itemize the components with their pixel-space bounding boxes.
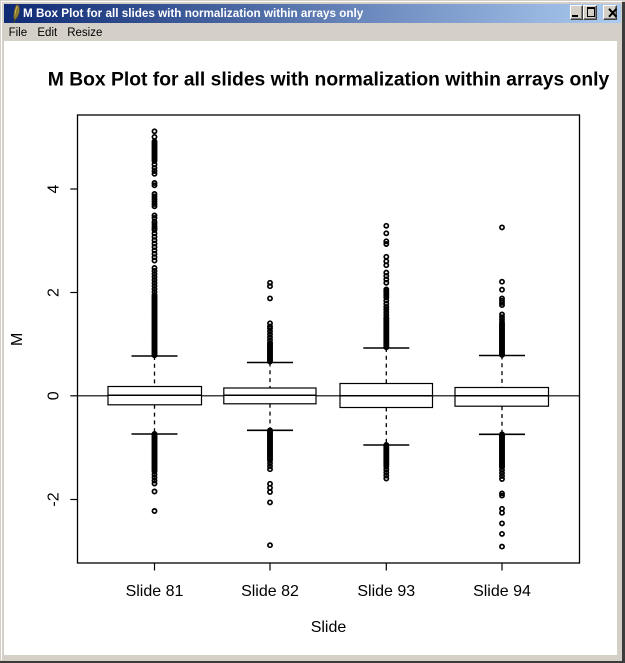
svg-text:Slide 82: Slide 82	[241, 583, 299, 600]
svg-text:M Box Plot for all slides with: M Box Plot for all slides with normaliza…	[48, 70, 610, 91]
svg-text:-2: -2	[46, 492, 63, 506]
svg-text:4: 4	[46, 184, 63, 193]
svg-text:M: M	[9, 333, 26, 346]
svg-text:Slide 94: Slide 94	[473, 583, 531, 600]
svg-text:Slide 93: Slide 93	[357, 583, 415, 600]
svg-text:2: 2	[46, 288, 63, 297]
svg-text:Slide 81: Slide 81	[126, 583, 184, 600]
svg-text:0: 0	[46, 391, 63, 400]
svg-text:Slide: Slide	[311, 619, 347, 636]
